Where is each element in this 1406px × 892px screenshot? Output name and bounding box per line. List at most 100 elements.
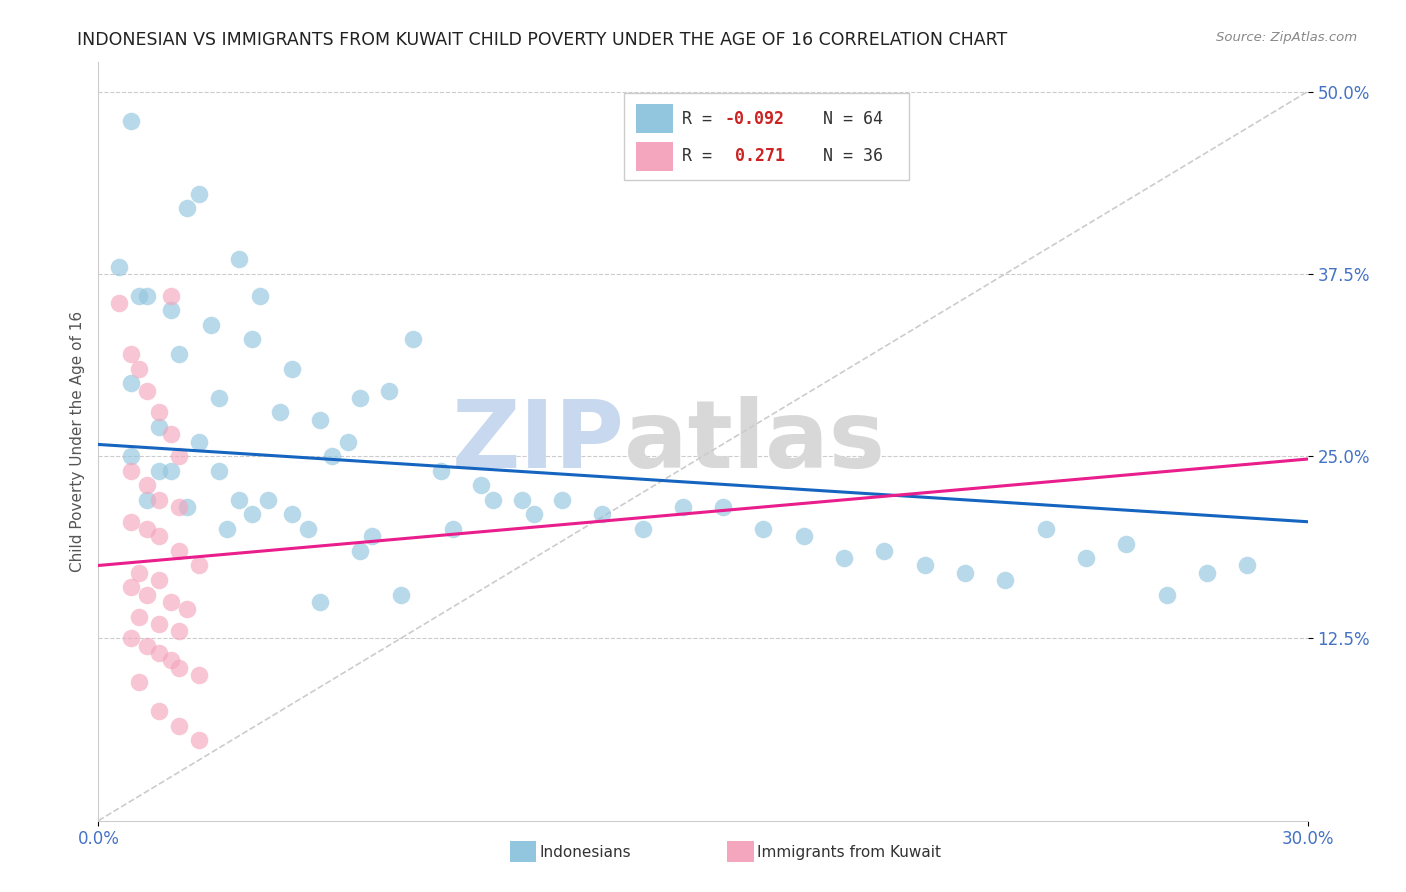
Point xyxy=(281,361,304,376)
Text: atlas: atlas xyxy=(624,395,886,488)
Point xyxy=(256,492,278,507)
Point xyxy=(1115,536,1137,550)
Point xyxy=(631,522,654,536)
Point xyxy=(148,464,170,478)
Point xyxy=(148,616,170,631)
Bar xyxy=(637,142,672,171)
Point xyxy=(167,624,190,639)
Text: R =: R = xyxy=(682,110,723,128)
Point xyxy=(120,113,142,128)
Point xyxy=(402,333,425,347)
Text: 0.271: 0.271 xyxy=(724,147,785,165)
Point xyxy=(208,391,231,405)
Bar xyxy=(509,841,536,863)
Point xyxy=(120,347,142,361)
Point xyxy=(120,449,142,463)
Text: ZIP: ZIP xyxy=(451,395,624,488)
Point xyxy=(377,384,399,398)
Point xyxy=(176,201,198,215)
Y-axis label: Child Poverty Under the Age of 16: Child Poverty Under the Age of 16 xyxy=(69,311,84,572)
Point xyxy=(188,668,211,682)
Point xyxy=(120,580,142,594)
Point xyxy=(135,639,157,653)
Point xyxy=(591,508,613,522)
Point xyxy=(148,529,170,543)
Point xyxy=(167,544,190,558)
Point xyxy=(120,632,142,646)
Point xyxy=(1236,558,1258,573)
Text: N = 64: N = 64 xyxy=(803,110,883,128)
Point xyxy=(309,595,332,609)
Point xyxy=(148,646,170,660)
Point xyxy=(321,449,343,463)
Point xyxy=(107,260,129,274)
Point xyxy=(120,376,142,391)
Point xyxy=(188,558,211,573)
Point xyxy=(128,289,150,303)
Point xyxy=(128,361,150,376)
Point xyxy=(337,434,360,449)
Point xyxy=(430,464,453,478)
Point xyxy=(523,508,546,522)
Point xyxy=(148,405,170,419)
Point xyxy=(160,653,183,667)
Point xyxy=(752,522,775,536)
Point xyxy=(228,492,250,507)
Point xyxy=(167,449,190,463)
Point xyxy=(349,391,371,405)
Point xyxy=(249,289,271,303)
Point xyxy=(135,522,157,536)
Point xyxy=(510,492,533,507)
Point xyxy=(167,500,190,515)
Point xyxy=(167,347,190,361)
Point xyxy=(309,412,332,426)
Point xyxy=(240,333,263,347)
Point xyxy=(361,529,384,543)
Point xyxy=(167,660,190,674)
Point xyxy=(160,595,183,609)
Point xyxy=(832,551,855,566)
Point xyxy=(176,500,198,515)
Point xyxy=(160,303,183,318)
Point xyxy=(200,318,222,332)
Point xyxy=(551,492,574,507)
Point xyxy=(1195,566,1218,580)
Bar xyxy=(727,841,754,863)
Point xyxy=(148,573,170,587)
Point xyxy=(1156,588,1178,602)
Point xyxy=(160,427,183,442)
Point xyxy=(120,515,142,529)
Point xyxy=(953,566,976,580)
Point xyxy=(135,588,157,602)
Point xyxy=(228,252,250,267)
Point xyxy=(128,609,150,624)
Point xyxy=(240,508,263,522)
Point xyxy=(148,704,170,718)
Point xyxy=(160,289,183,303)
Point xyxy=(135,289,157,303)
Point xyxy=(914,558,936,573)
Point xyxy=(160,464,183,478)
Point xyxy=(188,186,211,201)
Text: Source: ZipAtlas.com: Source: ZipAtlas.com xyxy=(1216,31,1357,45)
Point xyxy=(128,675,150,690)
Point xyxy=(120,464,142,478)
Point xyxy=(1035,522,1057,536)
Point xyxy=(389,588,412,602)
Point xyxy=(482,492,505,507)
Point xyxy=(176,602,198,616)
Point xyxy=(107,296,129,310)
Text: R =: R = xyxy=(682,147,723,165)
Point xyxy=(128,566,150,580)
Point xyxy=(711,500,734,515)
Bar xyxy=(637,104,672,133)
Point xyxy=(349,544,371,558)
Point xyxy=(441,522,464,536)
Point xyxy=(135,492,157,507)
Point xyxy=(281,508,304,522)
Bar xyxy=(624,93,908,180)
Point xyxy=(269,405,291,419)
Text: Indonesians: Indonesians xyxy=(540,845,631,860)
Point xyxy=(148,492,170,507)
Text: N = 36: N = 36 xyxy=(803,147,883,165)
